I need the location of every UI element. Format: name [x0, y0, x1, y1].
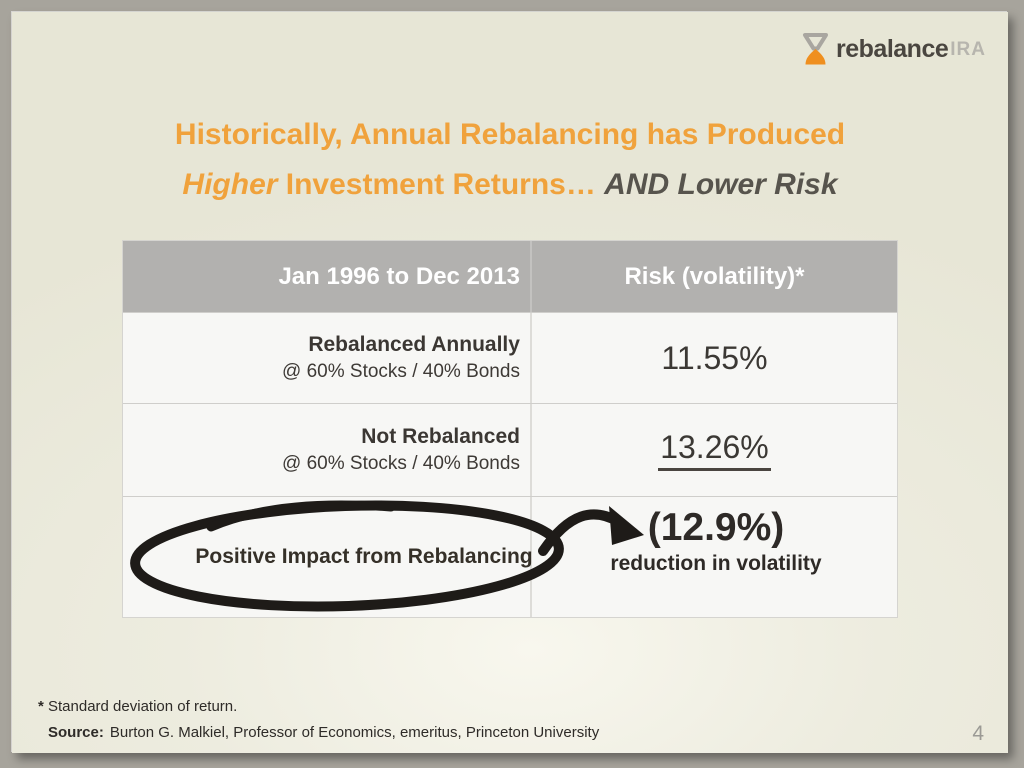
- footnote-mark: *: [38, 698, 44, 715]
- row-label: Not Rebalanced: [361, 425, 520, 448]
- row-value: 13.26%: [658, 429, 771, 471]
- footnote-text: Standard deviation of return.: [43, 698, 238, 715]
- header-risk: Risk (volatility)*: [529, 241, 897, 312]
- table-row-impact: Positive Impact from Rebalancing (12.9%)…: [123, 496, 897, 617]
- table-row-rebalanced: Rebalanced Annually @ 60% Stocks / 40% B…: [123, 312, 897, 403]
- source-label: Source:: [48, 724, 104, 741]
- row-value: 11.55%: [661, 339, 768, 376]
- impact-label: Positive Impact from Rebalancing: [195, 545, 533, 568]
- logo-suffix: IRA: [950, 38, 986, 60]
- table-header-row: Jan 1996 to Dec 2013 Risk (volatility)*: [123, 241, 897, 312]
- row-sublabel: @ 60% Stocks / 40% Bonds: [282, 453, 520, 474]
- impact-caption: reduction in volatility: [610, 552, 822, 575]
- row-label: Rebalanced Annually: [308, 333, 520, 356]
- title-line-2: Higher Investment Returns… AND Lower Ris…: [12, 160, 1008, 210]
- title-line-1: Historically, Annual Rebalancing has Pro…: [174, 118, 846, 151]
- footnote-volatility: * Standard deviation of return.: [38, 698, 237, 715]
- page-title: Historically, Annual Rebalancing has Pro…: [12, 110, 1008, 210]
- footnote-source: Source: Burton G. Malkiel, Professor of E…: [48, 724, 599, 741]
- title-lower-risk: AND Lower Risk: [604, 168, 838, 201]
- header-period: Jan 1996 to Dec 2013: [278, 262, 520, 290]
- hourglass-icon: [803, 33, 829, 65]
- page-number: 4: [972, 722, 984, 745]
- title-higher: Higher: [182, 168, 278, 201]
- impact-value-box: (12.9%) reduction in volatility: [533, 505, 899, 577]
- source-text: Burton G. Malkiel, Professor of Economic…: [109, 724, 600, 741]
- logo-brand: rebalance: [836, 35, 949, 63]
- slide: rebalance IRA Historically, Annual Rebala…: [12, 12, 1008, 753]
- logo: rebalance IRA: [802, 32, 986, 67]
- impact-value: (12.9%): [647, 506, 785, 549]
- table-row-not-rebalanced: Not Rebalanced @ 60% Stocks / 40% Bonds …: [123, 403, 897, 496]
- comparison-table: Jan 1996 to Dec 2013 Risk (volatility)* …: [122, 240, 898, 618]
- row-sublabel: @ 60% Stocks / 40% Bonds: [282, 361, 520, 382]
- title-mid: Investment Returns…: [277, 168, 605, 201]
